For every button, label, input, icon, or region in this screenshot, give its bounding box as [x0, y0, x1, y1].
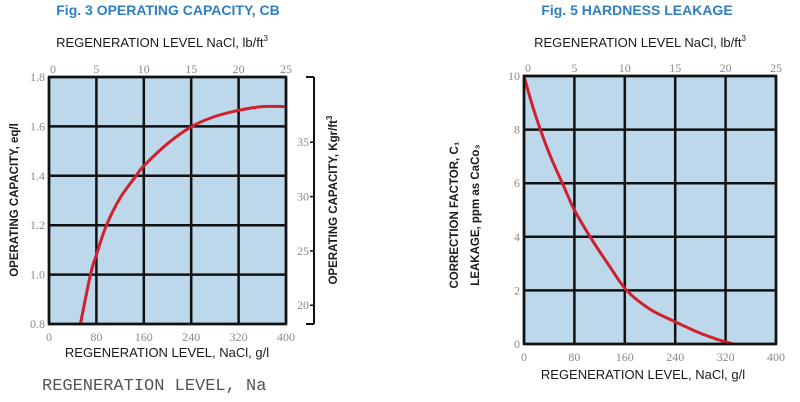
- chart1-x-axis-label: REGENERATION LEVEL, NaCl, g/l: [65, 345, 269, 360]
- chart1-curve: [78, 104, 288, 326]
- chart1-y-ticks: 0.8 1.0 1.2 1.4 1.6 1.8: [30, 70, 45, 331]
- chart2-y-axis-label-2: LEAKAGE, ppm as CaCo₃: [470, 144, 482, 285]
- chart2-title: Fig. 5 HARDNESS LEAKAGE: [541, 2, 732, 18]
- x-tick-label: 160: [135, 330, 153, 344]
- y-tick-label: 4: [514, 230, 520, 244]
- y2-tick-label: 20: [297, 298, 309, 312]
- y-tick-label: 0: [514, 337, 520, 351]
- x-tick-label: 160: [616, 350, 634, 364]
- x-tick-label: 400: [277, 330, 295, 344]
- top-tick-label: 5: [93, 62, 99, 76]
- y-tick-label: 6: [514, 176, 520, 190]
- x-tick-label: 400: [767, 350, 785, 364]
- chart1-y2-axis-label: OPERATING CAPACITY, Kgr/ft3: [325, 115, 340, 284]
- caption-text: REGENERATION LEVEL, Na: [42, 377, 266, 396]
- top-tick-label: 10: [138, 62, 150, 76]
- chart1-y2-axis-label-text: OPERATING CAPACITY, Kgr/ft: [328, 120, 340, 285]
- y-tick-label: 0.8: [30, 317, 45, 331]
- top-tick-label: 25: [280, 62, 292, 76]
- y2-tick-label: 25: [297, 244, 309, 258]
- chart2-x-ticks: 0 80 160 240 320 400: [521, 350, 785, 364]
- y-tick-label: 1.4: [30, 169, 45, 183]
- top-tick-label: 20: [233, 62, 245, 76]
- chart1-top-axis-label: REGENERATION LEVEL NaCl, lb/ft3: [56, 34, 268, 50]
- x-tick-label: 320: [230, 330, 248, 344]
- y-tick-label: 1.8: [30, 70, 45, 84]
- chart2-y-ticks: 0 2 4 6 8 10: [508, 69, 520, 351]
- operating-capacity-chart: Fig. 3 OPERATING CAPACITY, CB REGENERATI…: [9, 2, 340, 396]
- y2-tick-label: 30: [297, 190, 309, 204]
- top-tick-label: 0: [525, 61, 531, 75]
- chart2-x-axis-label: REGENERATION LEVEL, NaCl, g/l: [541, 367, 745, 382]
- top-tick-label: 0: [50, 62, 56, 76]
- top-tick-label: 5: [571, 61, 577, 75]
- chart1-frame: [47, 75, 288, 326]
- y-tick-label: 2: [514, 283, 520, 297]
- x-tick-label: 240: [182, 330, 200, 344]
- chart1-title: Fig. 3 OPERATING CAPACITY, CB: [56, 2, 280, 18]
- chart2-top-ticks: 0 5 10 15 20 25: [525, 61, 782, 75]
- x-tick-label: 240: [666, 350, 684, 364]
- x-tick-label: 0: [521, 350, 527, 364]
- chart1-top-ticks: 0 5 10 15 20 25: [50, 62, 292, 76]
- top-tick-label: 15: [185, 62, 197, 76]
- x-tick-label: 80: [568, 350, 580, 364]
- chart2-plot-area: [524, 76, 776, 344]
- x-tick-label: 320: [717, 350, 735, 364]
- chart2-y-axis-label-1: CORRECTION FACTOR, C₁: [449, 141, 461, 288]
- chart1-plot-area: [49, 77, 286, 324]
- chart1-y2-axis-label-sup: 3: [325, 115, 334, 120]
- chart1-x-ticks: 0 80 160 240 320 400: [46, 330, 295, 344]
- y-tick-label: 8: [514, 123, 520, 137]
- chart1-secondary-axis: 20 25 30 35: [297, 76, 315, 325]
- chart1-top-axis-label-text: REGENERATION LEVEL NaCl, lb/ft: [56, 35, 264, 50]
- chart2-top-axis-label: REGENERATION LEVEL NaCl, lb/ft3: [534, 34, 746, 50]
- top-tick-label: 20: [720, 61, 732, 75]
- chart2-frame: [522, 74, 778, 346]
- x-tick-label: 0: [46, 330, 52, 344]
- chart2-top-axis-label-text: REGENERATION LEVEL NaCl, lb/ft: [534, 35, 742, 50]
- hardness-leakage-chart: Fig. 5 HARDNESS LEAKAGE REGENERATION LEV…: [449, 2, 785, 382]
- chart2-curve: [522, 74, 735, 346]
- top-tick-label: 10: [619, 61, 631, 75]
- chart2-top-axis-label-sup: 3: [741, 34, 746, 43]
- x-tick-label: 80: [90, 330, 102, 344]
- top-tick-label: 25: [770, 61, 782, 75]
- chart1-top-axis-label-sup: 3: [263, 34, 268, 43]
- y-tick-label: 1.0: [30, 268, 45, 282]
- chart1-y-axis-label: OPERATING CAPACITY, eq/l: [9, 123, 21, 277]
- y-tick-label: 1.6: [30, 119, 45, 133]
- y-tick-label: 1.2: [30, 218, 45, 232]
- top-tick-label: 15: [669, 61, 681, 75]
- y2-tick-label: 35: [297, 135, 309, 149]
- y-tick-label: 10: [508, 69, 520, 83]
